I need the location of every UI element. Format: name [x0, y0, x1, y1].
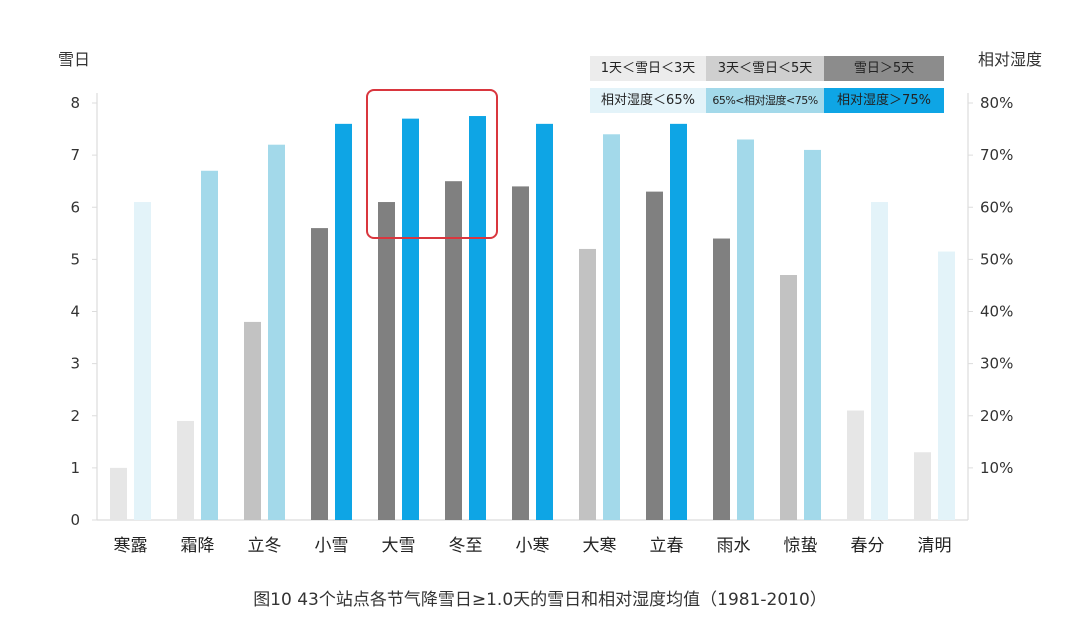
right-tick-label: 80%: [980, 94, 1013, 112]
humidity-bar: [201, 170, 218, 520]
snow-days-bar: [378, 202, 395, 520]
category-label: 小雪: [315, 536, 349, 556]
category-label: 立春: [650, 536, 684, 556]
category-label: 春分: [851, 536, 885, 556]
snow-days-bar: [579, 248, 596, 520]
right-tick-label: 50%: [980, 250, 1013, 268]
right-tick-label: 70%: [980, 146, 1013, 164]
left-tick-label: 6: [70, 198, 80, 216]
category-label: 雨水: [717, 536, 751, 556]
left-tick-label: 0: [70, 511, 80, 529]
category-label: 寒露: [114, 536, 148, 556]
category-label: 清明: [918, 536, 952, 556]
snow-days-bar: [311, 228, 328, 520]
right-tick-label: 10%: [980, 459, 1013, 477]
humidity-bar: [938, 251, 955, 520]
category-label: 惊蛰: [784, 536, 818, 556]
humidity-bar: [603, 134, 620, 520]
humidity-bar: [871, 202, 888, 520]
left-axis-title: 雪日: [58, 50, 91, 69]
humidity-bar: [469, 116, 486, 520]
right-axis-title: 相对湿度: [978, 50, 1043, 69]
humidity-bar: [670, 123, 687, 520]
category-label: 大寒: [583, 536, 617, 556]
left-tick-label: 2: [70, 407, 80, 425]
figure-caption: 图10 43个站点各节气降雪日≥1.0天的雪日和相对湿度均值（1981-2010…: [253, 590, 827, 610]
snow-days-bar: [445, 181, 462, 520]
right-tick-label: 60%: [980, 198, 1013, 216]
snow-days-bar: [914, 452, 931, 520]
category-label: 大雪: [382, 536, 416, 556]
humidity-bar: [402, 118, 419, 520]
legend-snow-lt3: 1天＜雪日＜3天: [590, 56, 706, 81]
legend-snow: 1天＜雪日＜3天 3天＜雪日＜5天 雪日＞5天: [590, 56, 944, 81]
left-tick-label: 7: [70, 146, 80, 164]
left-tick-label: 4: [70, 303, 80, 321]
humidity-bar: [536, 123, 553, 520]
snow-days-bar: [244, 321, 261, 520]
legend-humidity: 相对湿度＜65% 65%<相对湿度<75% 相对湿度＞75%: [590, 88, 944, 113]
snow-days-bar: [110, 467, 127, 520]
snow-days-bar: [512, 186, 529, 520]
left-tick-label: 1: [70, 459, 80, 477]
left-tick-label: 8: [70, 94, 80, 112]
snow-days-bar: [847, 410, 864, 520]
snow-days-bar: [646, 191, 663, 521]
snow-days-bar: [713, 238, 730, 520]
category-label: 立冬: [248, 536, 282, 556]
legend-humidity-gt75: 相对湿度＞75%: [824, 88, 944, 113]
legend-snow-gt5: 雪日＞5天: [824, 56, 944, 81]
highlight-box: [366, 89, 498, 239]
humidity-bar: [335, 123, 352, 520]
right-tick-label: 40%: [980, 303, 1013, 321]
legend-snow-3to5: 3天＜雪日＜5天: [706, 56, 824, 81]
left-tick-label: 5: [70, 250, 80, 268]
legend-humidity-65to75: 65%<相对湿度<75%: [706, 88, 824, 113]
left-tick-label: 3: [70, 355, 80, 373]
snow-days-bar: [780, 275, 797, 520]
legend-humidity-lt65: 相对湿度＜65%: [590, 88, 706, 113]
snow-days-bar: [177, 420, 194, 520]
category-label: 小寒: [516, 536, 550, 556]
humidity-bar: [804, 149, 821, 520]
right-tick-label: 20%: [980, 407, 1013, 425]
humidity-bar: [268, 144, 285, 520]
category-label: 冬至: [449, 536, 483, 556]
category-label: 霜降: [181, 536, 215, 556]
humidity-bar: [134, 202, 151, 520]
right-tick-label: 30%: [980, 355, 1013, 373]
humidity-bar: [737, 139, 754, 521]
